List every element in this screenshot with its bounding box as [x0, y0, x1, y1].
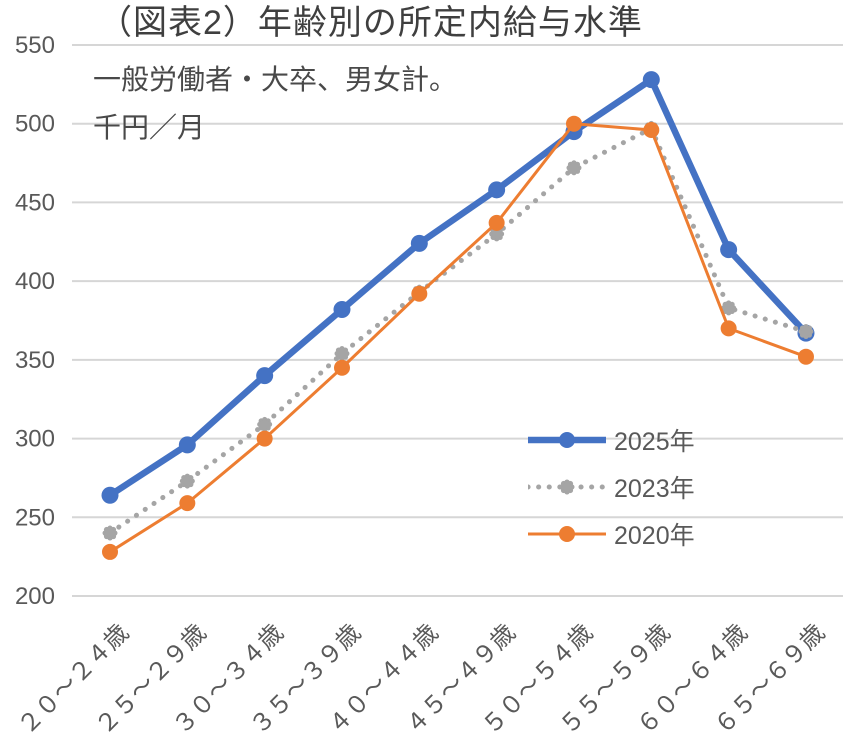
chart-title: （図表2）年齢別の所定内給与水準 — [98, 4, 643, 42]
y-tick-label: 350 — [15, 347, 55, 374]
data-point-marker — [179, 473, 195, 489]
data-point-marker — [565, 115, 582, 132]
y-tick-label: 250 — [15, 504, 55, 531]
series-line — [108, 76, 809, 498]
legend-swatch-2023 — [525, 476, 609, 498]
data-point-marker — [333, 300, 351, 318]
x-axis-labels: ２０～２４歳２５～２９歳３０～３４歳３５～３９歳４０～４４歳４５～４９歳５０～５… — [13, 619, 830, 738]
data-point-marker — [102, 525, 118, 541]
data-point-marker — [566, 160, 582, 176]
data-point-marker — [411, 285, 428, 302]
legend: 2025年 2023年 2020年 — [525, 420, 695, 561]
legend-swatch-2025 — [528, 429, 606, 451]
data-point-marker — [257, 416, 273, 432]
data-point-marker — [178, 436, 196, 454]
data-point-marker — [720, 320, 737, 337]
legend-marker-2025年 — [528, 432, 606, 448]
y-axis-labels: 550 500 450 400 350 300 250 200 — [15, 32, 55, 610]
legend-item-2023: 2023年 — [525, 467, 695, 507]
legend-item-2025: 2025年 — [528, 420, 695, 460]
chart-unit-label: 千円／月 — [93, 112, 206, 143]
data-point-marker — [721, 300, 737, 316]
legend-label-2023: 2023年 — [614, 475, 695, 503]
data-point-marker — [642, 71, 660, 89]
series-line — [109, 122, 807, 554]
data-point-marker — [256, 430, 273, 447]
data-point-marker — [101, 486, 119, 504]
data-point-marker — [488, 214, 505, 231]
data-point-marker — [333, 359, 350, 376]
series-2023年 — [102, 120, 814, 541]
y-tick-label: 300 — [15, 426, 55, 453]
y-tick-label: 500 — [15, 111, 55, 138]
y-tick-label: 450 — [15, 189, 55, 216]
legend-marker-2023年 — [525, 479, 609, 495]
legend-label-2020: 2020年 — [614, 522, 695, 550]
legend-marker-2020年 — [528, 526, 606, 542]
data-point-marker — [256, 367, 274, 385]
legend-label-2025: 2025年 — [614, 428, 695, 456]
data-point-marker — [798, 324, 814, 340]
y-tick-label: 550 — [15, 32, 55, 59]
legend-swatch-2020 — [528, 523, 606, 545]
y-tick-label: 400 — [15, 268, 55, 295]
legend-item-2020: 2020年 — [528, 514, 695, 554]
data-point-marker — [334, 346, 350, 362]
series-2025年 — [101, 71, 815, 504]
chart-subtitle: 一般労働者・大卒、男女計。 — [93, 64, 458, 95]
data-point-marker — [720, 241, 738, 259]
data-point-marker — [410, 234, 428, 252]
data-point-marker — [179, 495, 196, 512]
y-tick-label: 200 — [15, 583, 55, 610]
series-2020年 — [102, 115, 814, 560]
data-point-marker — [488, 181, 506, 199]
data-point-marker — [643, 122, 660, 139]
gridlines — [72, 44, 843, 597]
data-point-marker — [797, 348, 814, 365]
data-point-marker — [102, 543, 118, 560]
series-line — [107, 125, 809, 536]
